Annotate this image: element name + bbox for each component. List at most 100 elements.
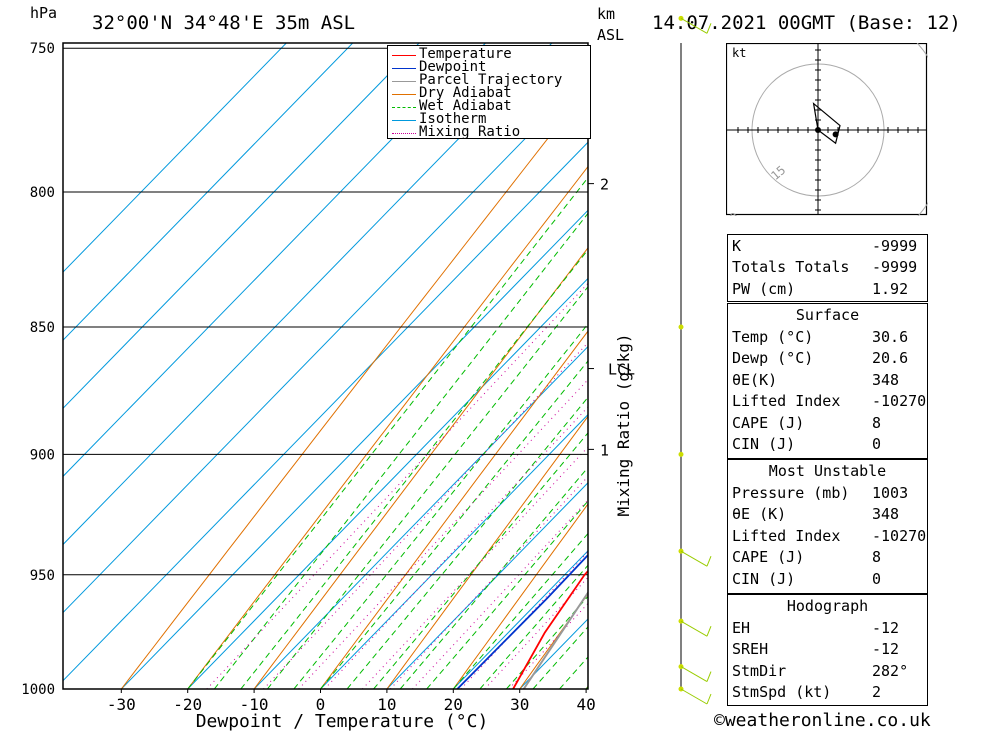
location-title: 32°00'N 34°48'E 35m ASL — [92, 12, 356, 34]
legend-item-dry-adiabat: Dry Adiabat — [388, 85, 590, 101]
hodograph-origin-dot — [815, 127, 821, 133]
hodograph-panel: Hodograph EH -12 SREH -12 StmDir 282° StmSp… — [727, 594, 928, 706]
surface-label: CIN (J) — [732, 435, 796, 453]
isotherm-line — [63, 73, 588, 614]
hodo-row: EH -12 — [732, 619, 923, 640]
index-value: -9999 — [872, 237, 918, 255]
hodograph: 153045 kt — [726, 43, 928, 216]
wind-barb-flag — [706, 23, 712, 34]
temperature-tick-label: 40 — [576, 695, 595, 714]
legend-label: Dewpoint — [419, 59, 487, 75]
legend-label: Dry Adiabat — [419, 85, 512, 101]
mu-label: CIN (J) — [732, 570, 796, 588]
legend-item-temperature: Temperature — [388, 46, 590, 62]
dry-adiabat-line — [985, 0, 1000, 689]
mu-label: Lifted Index — [732, 527, 841, 545]
index-label: Totals Totals — [732, 258, 850, 276]
isotherm-line — [63, 43, 420, 409]
mu-row: CAPE (J) 8 — [732, 548, 923, 569]
most-unstable-panel: Most Unstable Pressure (mb) 1003 θE (K) 34… — [727, 459, 928, 594]
pressure-tick-label: 800 — [30, 185, 55, 201]
mu-value: 0 — [872, 570, 882, 588]
legend-item-isotherm: Isotherm — [388, 111, 590, 127]
wet-adiabat-line — [320, 360, 588, 689]
legend-swatch — [392, 81, 416, 82]
surface-value: 348 — [872, 371, 900, 389]
temperature-tick-label: -30 — [107, 695, 136, 714]
surface-row: θE(K) 348 — [732, 371, 923, 392]
surface-title-row: Surface — [732, 306, 923, 327]
hodograph-trace — [812, 102, 841, 145]
index-label: PW (cm) — [732, 280, 796, 298]
wind-barb-shaft — [680, 688, 708, 705]
hpa-unit-label: hPa — [30, 4, 58, 22]
surface-row: Temp (°C) 30.6 — [732, 328, 923, 349]
hodograph-frame — [726, 43, 928, 216]
legend-item-mixing-ratio: Mixing Ratio — [388, 124, 590, 140]
pressure-tick-label: 850 — [30, 320, 55, 336]
datetime-label: 14.07.2021 00GMT (Base: 12) — [652, 12, 961, 34]
legend-item-wet-adiabat: Wet Adiabat — [388, 98, 590, 114]
mu-title-row: Most Unstable — [732, 462, 923, 483]
temperature-tick-label: 10 — [377, 695, 396, 714]
hodo-row: StmDir 282° — [732, 662, 923, 683]
wet-adiabat-line — [187, 176, 588, 689]
legend-label: Wet Adiabat — [419, 98, 512, 114]
mixing-ratio-axis-label: Mixing Ratio (g/kg) — [614, 333, 633, 516]
isotherm-line — [63, 141, 588, 682]
hodograph-storm-dot — [832, 131, 839, 138]
mu-value: 1003 — [872, 484, 909, 502]
surface-row: Dewp (°C) 20.6 — [732, 349, 923, 370]
index-row-totals: Totals Totals -9999 — [732, 258, 923, 279]
chart-legend: Temperature Dewpoint Parcel Trajectory D… — [387, 45, 591, 140]
pressure-tick-label: 950 — [30, 568, 55, 584]
temperature-tick-label: 0 — [316, 695, 326, 714]
wind-barb-flag — [706, 625, 712, 637]
legend-item-parcel: Parcel Trajectory — [388, 72, 590, 88]
wind-barb-shaft — [680, 666, 708, 683]
mu-label: θE (K) — [732, 505, 787, 523]
hodograph-unit: kt — [732, 46, 746, 60]
surface-value: 0 — [872, 435, 882, 453]
wind-barb-shaft — [680, 620, 708, 637]
hodo-title-row: Hodograph — [732, 597, 923, 618]
legend-label: Parcel Trajectory — [419, 72, 563, 88]
surface-label: Lifted Index — [732, 392, 841, 410]
temperature-tick-label: 20 — [444, 695, 463, 714]
legend-swatch — [392, 68, 416, 69]
mu-value: 348 — [872, 505, 900, 523]
surface-panel: Surface Temp (°C) 30.6 Dewp (°C) 20.6 θE(K… — [727, 303, 928, 459]
dry-adiabat-line — [386, 415, 588, 689]
legend-item-dewpoint: Dewpoint — [388, 59, 590, 75]
index-value: 1.92 — [872, 280, 909, 298]
hodo-row: StmSpd (kt) 2 — [732, 683, 923, 704]
mu-value: 8 — [872, 548, 882, 566]
km-tick-label: 1 — [600, 441, 609, 459]
mu-row: Pressure (mb) 1003 — [732, 484, 923, 505]
hodo-value: 2 — [872, 683, 882, 701]
wind-barb-flag — [706, 693, 712, 705]
hodo-label: StmSpd (kt) — [732, 683, 832, 701]
km-tick-label: 2 — [600, 176, 609, 194]
mixing-ratio-line — [362, 446, 588, 689]
surface-row: CIN (J) 0 — [732, 435, 923, 456]
mixing-ratio-line — [263, 341, 588, 689]
asl-label: ASL — [597, 26, 625, 44]
dry-adiabat-line — [120, 86, 588, 689]
hodo-value: -12 — [872, 640, 900, 658]
legend-swatch — [392, 107, 416, 108]
surface-label: Dewp (°C) — [732, 349, 814, 367]
hodo-title: Hodograph — [786, 597, 869, 615]
dry-adiabat-line — [320, 330, 588, 689]
surface-row: Lifted Index -10270 — [732, 392, 926, 413]
mu-row: CIN (J) 0 — [732, 570, 923, 591]
pressure-tick-label: 1000 — [21, 682, 55, 698]
legend-swatch — [392, 55, 416, 56]
wind-barb-dot — [678, 451, 684, 457]
pressure-tick-label: 750 — [30, 41, 55, 57]
surface-value: 8 — [872, 414, 882, 432]
x-axis-label: Dewpoint / Temperature (°C) — [196, 711, 489, 732]
temperature-tick-label: -20 — [173, 695, 202, 714]
isotherm-line — [63, 43, 288, 273]
hodo-label: SREH — [732, 640, 769, 658]
